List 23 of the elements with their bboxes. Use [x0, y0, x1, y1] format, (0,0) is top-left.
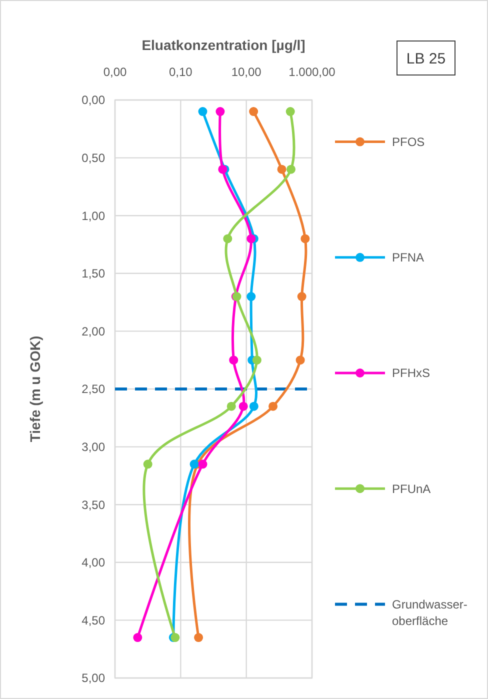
- y-tick-label: 4,50: [82, 613, 106, 628]
- x-tick-label: 0,10: [168, 65, 193, 79]
- x-tick-label: 10,00: [231, 65, 262, 79]
- y-tick-label: 0,00: [82, 93, 106, 108]
- y-tick-label: 0,50: [82, 151, 106, 165]
- text: LB 25: [406, 50, 446, 68]
- x-tick-label: 1.000,00: [288, 65, 336, 79]
- legend-label: PFHxS: [392, 366, 430, 380]
- legend-label: Grundwasser-oberfläche: [392, 597, 468, 628]
- y-tick-label: 5,00: [82, 671, 106, 686]
- y-tick-label: 3,50: [82, 498, 106, 512]
- legend-label: PFNA: [392, 250, 424, 265]
- y-axis-title: Tiefe (m u GOK): [27, 336, 43, 442]
- y-tick-label: 2,50: [82, 382, 106, 396]
- y-tick-label: 1,00: [82, 208, 106, 223]
- y-tick-label: 4,00: [82, 556, 106, 570]
- legend-label: PFOS: [392, 135, 425, 149]
- x-tick-label: 0,00: [103, 65, 127, 79]
- y-tick-label: 2,00: [82, 324, 106, 338]
- y-tick-label: 3,00: [82, 440, 106, 454]
- x-axis-title: Eluatkonzentration [µg/l]: [142, 37, 306, 53]
- y-tick-label: 1,50: [82, 266, 106, 281]
- legend-label: PFUnA: [392, 482, 431, 496]
